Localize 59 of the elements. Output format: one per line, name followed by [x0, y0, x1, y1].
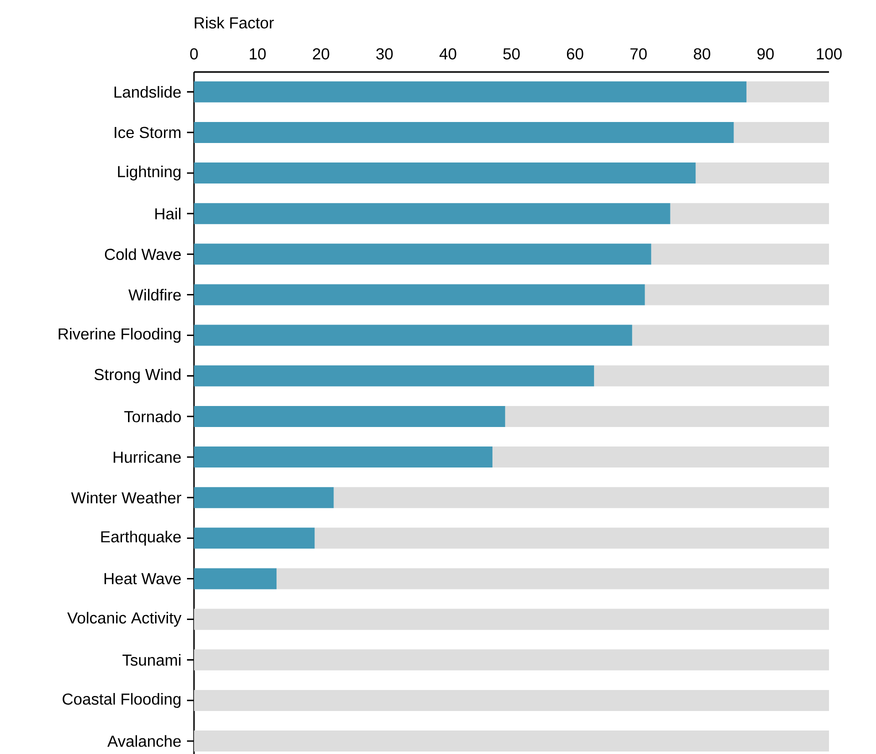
- y-tick-label: Cold Wave: [104, 248, 181, 260]
- y-tick-label: Landslide: [114, 86, 181, 98]
- x-tick-label: 0: [190, 48, 198, 60]
- x-tick-label: 100: [816, 48, 842, 60]
- y-tick-label: Earthquake: [101, 530, 181, 546]
- bar: [194, 244, 652, 265]
- x-tick-label: 10: [250, 48, 266, 60]
- y-tick-label: Tsunami: [122, 654, 180, 666]
- bar: [194, 122, 734, 143]
- y-tick-label: Winter Weather: [71, 492, 182, 504]
- bar: [644, 284, 830, 306]
- x-tick-label: 40: [440, 48, 456, 60]
- y-tick-label: Wildfire: [128, 288, 181, 301]
- bar: [194, 608, 830, 630]
- y-tick-label: Tornado: [124, 410, 181, 422]
- bar: [314, 528, 830, 549]
- x-axis-title: Risk Factor: [194, 16, 274, 28]
- y-tick-label: Ice Storm: [114, 126, 180, 138]
- bar: [594, 365, 830, 386]
- x-tick-label: 30: [376, 48, 393, 60]
- y-tick-label: Hurricane: [114, 451, 181, 463]
- bar: [194, 284, 645, 306]
- x-tick-label: 20: [312, 48, 330, 60]
- bar: [334, 487, 830, 508]
- y-tick-label: Volcanic Activity: [67, 612, 182, 627]
- bar: [194, 324, 632, 346]
- bar: [670, 203, 830, 224]
- bar: [194, 162, 696, 184]
- bar: [194, 690, 830, 711]
- y-tick-label: Avalanche: [107, 735, 181, 747]
- y-tick-label: Heat Wave: [104, 573, 181, 584]
- bar: [651, 244, 830, 265]
- bar: [194, 487, 334, 508]
- bar: [194, 81, 746, 102]
- bar: [194, 649, 830, 670]
- bar: [492, 446, 830, 468]
- bar: [632, 324, 830, 346]
- y-tick-label: Riverine Flooding: [58, 328, 180, 343]
- bar: [194, 568, 277, 590]
- bar: [194, 406, 506, 427]
- x-tick-label: 70: [630, 48, 647, 60]
- bar: [194, 365, 594, 386]
- y-tick-label: Coastal Flooding: [62, 693, 180, 708]
- y-tick-label: Strong Wind: [94, 368, 180, 384]
- y-tick-label: Lightning: [118, 166, 180, 180]
- y-tick-label: Hail: [155, 208, 180, 220]
- x-tick-label: 80: [694, 48, 710, 60]
- x-tick-label: 50: [503, 48, 520, 60]
- bar: [746, 81, 830, 102]
- bar: [276, 568, 830, 590]
- bar: [696, 162, 830, 184]
- x-tick-label: 60: [566, 48, 584, 60]
- bar: [734, 122, 830, 143]
- bar: [194, 446, 492, 468]
- bar: [505, 406, 830, 427]
- bar: [194, 528, 315, 549]
- x-tick-label: 90: [757, 48, 774, 60]
- bar: [194, 203, 670, 224]
- bar: [194, 730, 830, 752]
